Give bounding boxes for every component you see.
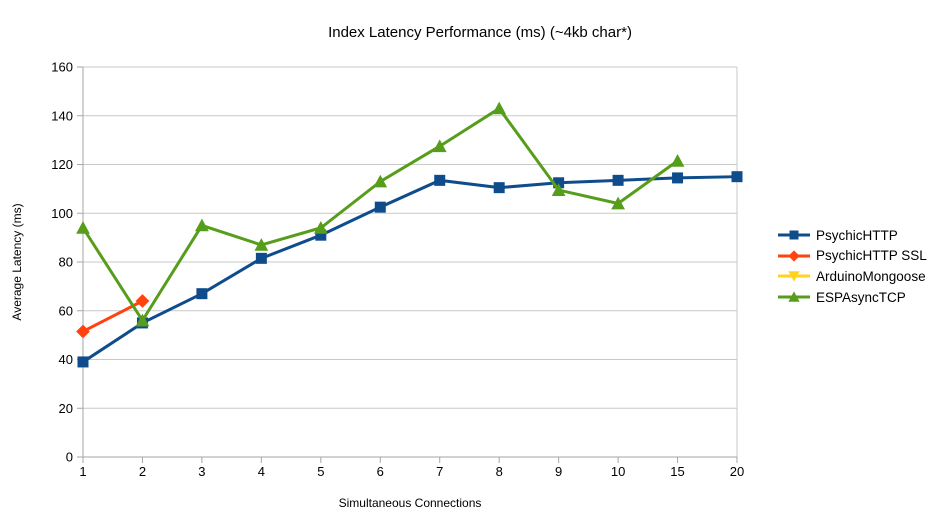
tick-labels: 0 20 40 60 80 100 120 140 160 1 2 3 4 5 6 7 8 9 10 15 20 bbox=[51, 60, 744, 480]
data-point-marker bbox=[373, 174, 388, 188]
data-point-marker bbox=[672, 172, 684, 184]
legend-swatch-psychichttp-ssl bbox=[778, 250, 810, 262]
chart-title: Index Latency Performance (ms) (~4kb cha… bbox=[328, 24, 632, 41]
series-espasynctcp bbox=[76, 101, 685, 327]
gridlines bbox=[83, 66, 738, 457]
data-point-marker bbox=[196, 288, 208, 300]
data-point-marker bbox=[374, 201, 386, 213]
legend-item-espasynctcp: ESPAsyncTCP bbox=[777, 287, 927, 308]
data-point-marker bbox=[254, 238, 269, 251]
x-tick-label: 6 bbox=[377, 464, 384, 479]
x-tick-label: 7 bbox=[436, 464, 443, 479]
y-tick-label: 140 bbox=[51, 108, 73, 123]
data-point-marker bbox=[788, 271, 800, 283]
data-point-marker bbox=[315, 229, 327, 241]
data-point-marker bbox=[788, 291, 800, 302]
legend: PsychicHTTP PsychicHTTP SSL ArduinoMongo… bbox=[777, 225, 927, 307]
x-tick-label: 15 bbox=[670, 464, 684, 479]
data-point-marker bbox=[788, 250, 800, 262]
axes bbox=[77, 66, 738, 463]
legend-label: ArduinoMongoose bbox=[816, 268, 926, 284]
x-tick-label: 5 bbox=[317, 464, 324, 479]
x-tick-label: 10 bbox=[611, 464, 625, 479]
x-tick-label: 20 bbox=[730, 464, 744, 479]
data-point-marker bbox=[135, 313, 150, 327]
x-tick-label: 9 bbox=[555, 464, 562, 479]
y-tick-label: 120 bbox=[51, 157, 73, 172]
data-point-marker bbox=[434, 174, 446, 186]
legend-label: ESPAsyncTCP bbox=[816, 289, 906, 305]
series-line bbox=[81, 106, 679, 324]
data-point-marker bbox=[611, 196, 625, 210]
legend-item-psychichttp: PsychicHTTP bbox=[777, 225, 927, 246]
x-tick-label: 3 bbox=[198, 464, 205, 479]
data-point-marker bbox=[76, 221, 90, 234]
data-point-marker bbox=[76, 324, 90, 339]
legend-swatch-psychichttp bbox=[778, 230, 810, 240]
y-tick-label: 20 bbox=[59, 401, 73, 416]
data-point-marker bbox=[255, 252, 267, 264]
legend-label: PsychicHTTP SSL bbox=[816, 248, 927, 264]
y-tick-label: 40 bbox=[59, 352, 73, 367]
data-point-marker bbox=[195, 218, 209, 232]
data-point-marker bbox=[789, 230, 799, 240]
legend-swatch-espasynctcp bbox=[778, 291, 810, 302]
legend-item-psychichttp-ssl: PsychicHTTP SSL bbox=[777, 246, 927, 267]
x-tick-label: 1 bbox=[79, 464, 86, 479]
y-tick-label: 100 bbox=[51, 206, 73, 221]
data-point-marker bbox=[492, 101, 507, 115]
data-point-marker bbox=[612, 174, 624, 186]
x-tick-label: 8 bbox=[496, 464, 503, 479]
legend-label: PsychicHTTP bbox=[816, 227, 898, 243]
data-point-marker bbox=[670, 153, 685, 167]
legend-item-arduinomongoose: ArduinoMongoose bbox=[777, 266, 927, 287]
data-point-marker bbox=[731, 171, 743, 183]
series-line bbox=[82, 175, 738, 364]
series-psychichttp bbox=[77, 171, 743, 368]
data-point-marker bbox=[493, 182, 505, 194]
data-point-marker bbox=[77, 356, 89, 368]
data-point-marker bbox=[432, 139, 447, 153]
y-tick-label: 160 bbox=[51, 60, 73, 75]
x-tick-label: 2 bbox=[139, 464, 146, 479]
data-point-marker bbox=[313, 221, 328, 234]
y-axis-title: Average Latency (ms) bbox=[10, 203, 24, 321]
y-tick-label: 0 bbox=[66, 450, 73, 465]
y-tick-label: 80 bbox=[59, 255, 73, 270]
data-point-marker bbox=[551, 183, 566, 196]
data-point-marker bbox=[135, 294, 150, 308]
x-axis-title: Simultaneous Connections bbox=[338, 496, 482, 510]
data-point-marker bbox=[553, 177, 565, 189]
legend-swatch-arduinomongoose bbox=[778, 271, 810, 283]
x-tick-label: 4 bbox=[258, 464, 265, 479]
y-tick-label: 60 bbox=[59, 303, 73, 318]
